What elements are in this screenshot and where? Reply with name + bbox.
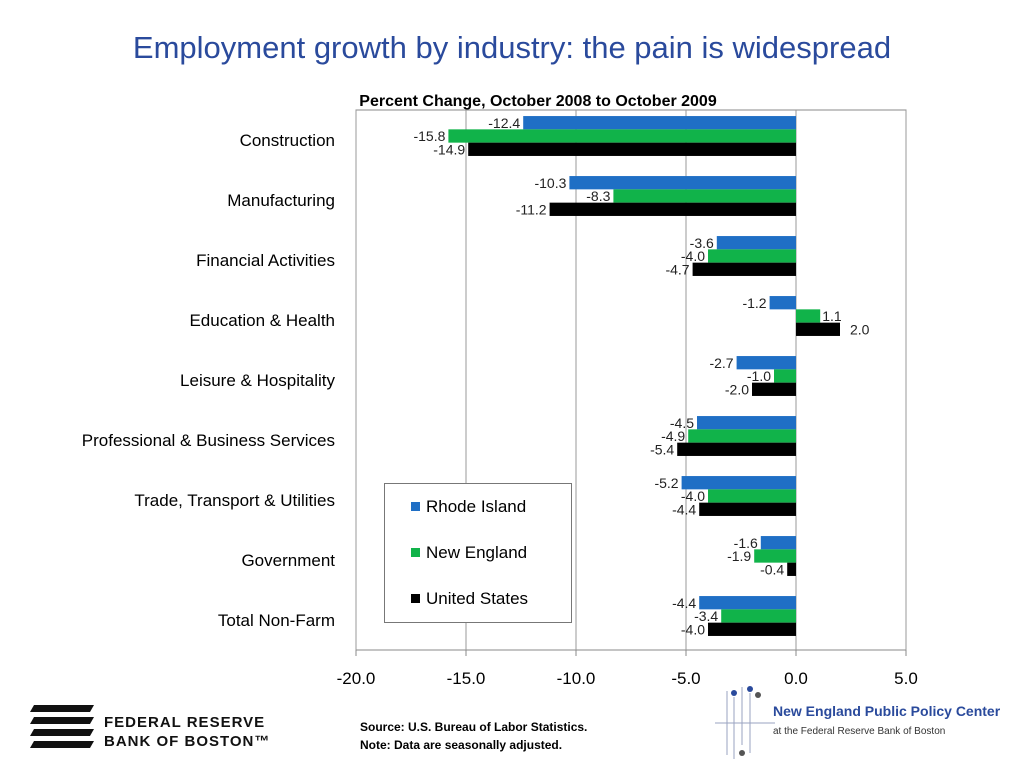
data-label: -4.4 bbox=[672, 501, 696, 517]
bar bbox=[754, 549, 796, 563]
data-label: -15.8 bbox=[413, 128, 445, 144]
source-note: Source: U.S. Bureau of Labor Statistics.… bbox=[360, 718, 587, 754]
neppc-subtitle: at the Federal Reserve Bank of Boston bbox=[773, 726, 946, 737]
data-label: -4.0 bbox=[681, 621, 705, 637]
category-label: Manufacturing bbox=[227, 191, 335, 210]
bar bbox=[549, 202, 796, 216]
bar bbox=[688, 429, 796, 443]
bar bbox=[613, 189, 796, 203]
source-line: Source: U.S. Bureau of Labor Statistics. bbox=[360, 720, 588, 734]
bar bbox=[697, 416, 796, 430]
data-label: -2.0 bbox=[725, 381, 749, 397]
federal-reserve-wordmark: FEDERAL RESERVE BANK OF BOSTON™ bbox=[104, 713, 270, 751]
data-label: -4.5 bbox=[670, 415, 694, 431]
x-tick-label: 0.0 bbox=[784, 669, 808, 688]
legend-label: United States bbox=[426, 589, 529, 608]
data-label: -1.6 bbox=[734, 535, 758, 551]
data-label: -2.7 bbox=[709, 355, 733, 371]
x-tick-label: -15.0 bbox=[447, 669, 486, 688]
bar bbox=[721, 609, 796, 623]
data-label: -3.4 bbox=[694, 608, 718, 624]
bar bbox=[774, 369, 796, 383]
data-label: -4.9 bbox=[661, 428, 685, 444]
category-label: Professional & Business Services bbox=[82, 431, 335, 450]
data-label: -10.3 bbox=[534, 175, 566, 191]
frb-line-2: BANK OF BOSTON™ bbox=[104, 733, 271, 750]
data-label: -1.2 bbox=[742, 295, 766, 311]
bar bbox=[708, 249, 796, 263]
x-tick-label: -10.0 bbox=[557, 669, 596, 688]
x-tick-label: -5.0 bbox=[671, 669, 700, 688]
bar bbox=[760, 536, 796, 550]
x-tick-label: -20.0 bbox=[337, 669, 376, 688]
bar bbox=[523, 116, 796, 130]
bar bbox=[677, 442, 796, 456]
legend-swatch-new-england bbox=[411, 548, 420, 558]
data-label: -12.4 bbox=[488, 115, 520, 131]
bar bbox=[752, 382, 796, 396]
bar bbox=[708, 622, 796, 636]
x-tick-label: 5.0 bbox=[894, 669, 918, 688]
legend-swatch-united-states bbox=[411, 594, 420, 604]
neppc-title: New England Public Policy Center bbox=[773, 703, 1001, 719]
bar bbox=[468, 142, 796, 156]
federal-reserve-logo-icon bbox=[30, 705, 94, 748]
bar-chart: -20.0 -15.0 -10.0 -5.0 0.0 5.0 Construction -12… bbox=[82, 109, 918, 688]
bar bbox=[716, 236, 796, 250]
bar bbox=[796, 322, 840, 336]
bar bbox=[699, 596, 796, 610]
slide-title: Employment growth by industry: the pain … bbox=[132, 30, 892, 65]
legend-swatch-rhode-island bbox=[411, 502, 420, 512]
data-label: 1.1 bbox=[822, 308, 842, 324]
bar bbox=[681, 476, 796, 490]
data-label: -5.2 bbox=[654, 475, 678, 491]
bar bbox=[699, 502, 796, 516]
category-label: Total Non-Farm bbox=[218, 611, 335, 630]
data-label: 2.0 bbox=[850, 321, 870, 337]
category-label: Trade, Transport & Utilities bbox=[134, 491, 335, 510]
category-label: Government bbox=[241, 551, 335, 570]
data-label: -0.4 bbox=[760, 561, 784, 577]
legend-label: Rhode Island bbox=[426, 497, 527, 516]
data-label: -4.4 bbox=[672, 595, 696, 611]
bar bbox=[769, 296, 796, 310]
category-label: Education & Health bbox=[189, 311, 335, 330]
data-label: -3.6 bbox=[690, 235, 714, 251]
legend-item-new-england: New England bbox=[411, 542, 527, 564]
legend-label: New England bbox=[426, 543, 528, 562]
data-label: -4.0 bbox=[681, 248, 705, 264]
chart-subtitle: Percent Change, October 2008 to October … bbox=[359, 93, 717, 110]
data-label: -8.3 bbox=[586, 188, 610, 204]
data-label: -4.7 bbox=[665, 261, 689, 277]
category-label: Leisure & Hospitality bbox=[180, 371, 335, 390]
chart-legend: Rhode Island New England United States bbox=[384, 483, 572, 623]
legend-item-rhode-island: Rhode Island bbox=[411, 496, 526, 518]
bar bbox=[569, 176, 796, 190]
note-line: Note: Data are seasonally adjusted. bbox=[360, 738, 563, 752]
frb-line-1: FEDERAL RESERVE bbox=[104, 714, 266, 731]
neppc-logo-icon bbox=[715, 686, 775, 759]
data-label: -1.9 bbox=[727, 548, 751, 564]
bar bbox=[796, 309, 821, 323]
data-label: -5.4 bbox=[650, 441, 674, 457]
bar bbox=[692, 262, 796, 276]
bar bbox=[736, 356, 796, 370]
data-label: -14.9 bbox=[433, 141, 465, 157]
bar bbox=[448, 129, 796, 143]
category-label: Financial Activities bbox=[196, 251, 335, 270]
bar bbox=[708, 489, 796, 503]
data-label: -11.2 bbox=[516, 201, 547, 217]
category-label: Construction bbox=[240, 131, 335, 150]
bar bbox=[787, 562, 796, 576]
data-label: -1.0 bbox=[747, 368, 771, 384]
legend-item-united-states: United States bbox=[411, 588, 528, 610]
data-label: -4.0 bbox=[681, 488, 705, 504]
